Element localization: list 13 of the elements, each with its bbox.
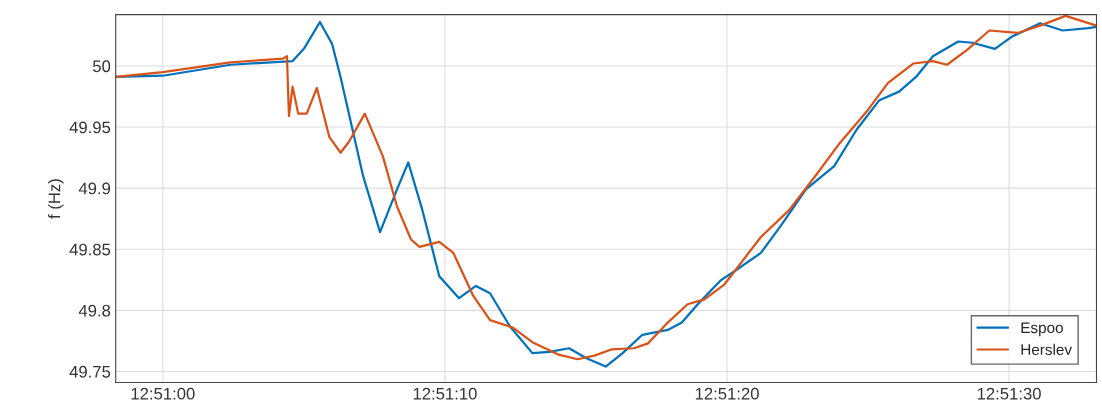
y-axis-title: f (Hz) (48, 179, 64, 219)
legend-label: Herslev (1021, 343, 1072, 356)
x-tick-label: 12:51:10 (413, 387, 477, 400)
y-tick-label: 49.85 (69, 243, 111, 256)
y-tick-label: 49.8 (78, 304, 111, 317)
y-tick-label: 49.75 (69, 365, 111, 378)
x-tick-label: 12:51:00 (131, 387, 195, 400)
x-tick-label: 12:51:30 (977, 387, 1041, 400)
x-tick-label: 12:51:20 (695, 387, 759, 400)
legend-label: Espoo (1021, 322, 1063, 337)
y-tick-label: 49.95 (69, 121, 111, 134)
y-tick-label: 49.9 (78, 182, 111, 195)
y-tick-label: 50 (92, 60, 111, 73)
